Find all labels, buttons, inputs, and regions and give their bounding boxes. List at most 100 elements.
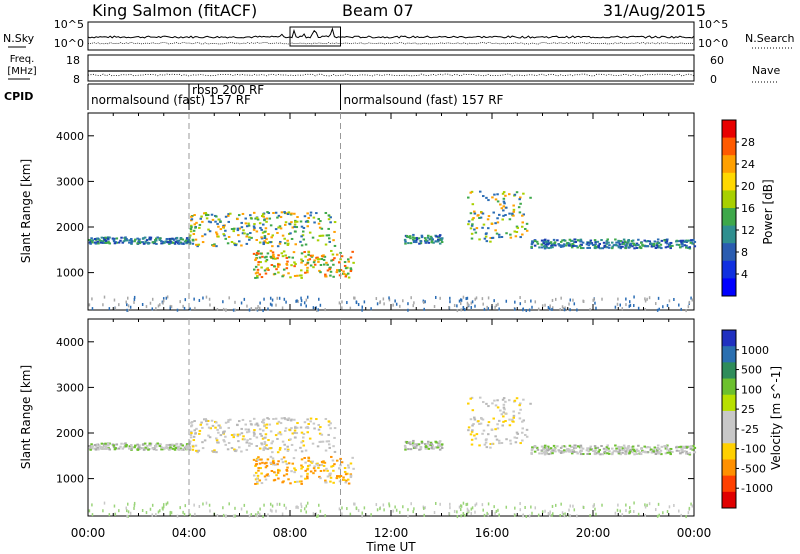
power-data-point — [275, 268, 278, 271]
velocity-data-point — [596, 446, 600, 449]
power-data-point — [627, 238, 630, 241]
power-data-point — [257, 261, 260, 264]
power-data-point — [582, 247, 585, 250]
velocity-data-point — [346, 478, 350, 481]
power-clutter-point — [637, 306, 640, 310]
power-data-point — [195, 221, 198, 224]
velocity-data-point — [545, 447, 549, 450]
power-clutter-point — [259, 301, 261, 305]
power-data-point — [611, 245, 614, 248]
velocity-data-point — [250, 423, 253, 426]
power-clutter-point — [407, 302, 409, 306]
power-data-point — [508, 193, 511, 196]
velocity-data-point — [570, 452, 574, 455]
velocity-data-point — [413, 446, 417, 449]
power-data-point — [158, 237, 161, 240]
velocity-clutter-point — [370, 513, 372, 517]
power-data-point — [511, 212, 514, 215]
power-data-point — [481, 226, 484, 229]
velocity-data-point — [317, 466, 320, 469]
velocity-colorbar-swatch — [722, 410, 736, 428]
power-clutter-point — [151, 307, 154, 311]
velocity-data-point — [338, 467, 341, 470]
power-data-point — [603, 244, 606, 247]
power-clutter-point — [224, 308, 227, 312]
velocity-data-point — [686, 452, 690, 455]
velocity-data-point — [245, 441, 248, 444]
velocity-data-point — [617, 447, 620, 450]
velocity-data-point — [604, 451, 608, 454]
velocity-data-point — [621, 447, 625, 450]
velocity-data-point — [545, 446, 549, 449]
power-data-point — [287, 272, 290, 275]
velocity-data-point — [653, 446, 657, 449]
power-data-point — [658, 246, 661, 249]
power-data-point — [233, 243, 237, 246]
velocity-data-point — [318, 475, 321, 478]
power-data-point — [103, 236, 106, 239]
power-data-point — [264, 241, 267, 244]
power-data-point — [254, 265, 258, 268]
power-data-point — [489, 236, 492, 239]
power-colorbar-swatch — [722, 120, 736, 139]
velocity-data-point — [550, 450, 553, 453]
power-data-point — [349, 270, 353, 273]
power-data-point — [685, 244, 688, 247]
velocity-clutter-point — [176, 514, 179, 518]
power-data-point — [549, 246, 553, 249]
power-data-point — [633, 247, 636, 250]
velocity-data-point — [258, 479, 262, 482]
power-data-point — [179, 237, 183, 240]
velocity-data-point — [194, 432, 197, 435]
power-data-point — [271, 234, 275, 237]
velocity-data-point — [346, 472, 349, 475]
velocity-data-point — [327, 420, 331, 423]
velocity-data-point — [530, 449, 534, 452]
velocity-data-point — [553, 448, 556, 451]
velocity-clutter-point — [159, 509, 161, 513]
power-scatter — [88, 190, 697, 313]
power-data-point — [436, 240, 439, 243]
power-data-point — [292, 251, 296, 254]
power-data-point — [260, 276, 264, 279]
velocity-data-point — [268, 423, 272, 426]
velocity-data-point — [281, 461, 285, 464]
power-data-point — [106, 237, 110, 240]
power-data-point — [312, 261, 316, 264]
power-data-point — [538, 246, 541, 249]
velocity-data-point — [252, 431, 256, 434]
velocity-clutter-point — [498, 513, 500, 517]
power-data-point — [335, 269, 339, 272]
velocity-data-point — [323, 469, 326, 472]
velocity-data-point — [432, 447, 435, 450]
power-data-point — [207, 228, 210, 231]
velocity-colorbar-swatch — [722, 362, 736, 380]
velocity-data-point — [257, 469, 260, 472]
power-clutter-point — [593, 297, 595, 301]
velocity-data-point — [436, 446, 439, 449]
power-data-point — [163, 241, 166, 244]
velocity-data-point — [413, 443, 417, 446]
velocity-data-point — [307, 457, 311, 460]
velocity-data-point — [240, 432, 244, 435]
velocity-y-tick-label: 2000 — [56, 427, 84, 440]
power-data-point — [316, 256, 319, 259]
velocity-data-point — [520, 431, 524, 434]
velocity-clutter-point — [470, 507, 473, 511]
velocity-data-point — [593, 452, 597, 455]
power-data-point — [279, 216, 283, 219]
velocity-data-point — [233, 448, 236, 451]
power-data-point — [313, 221, 316, 224]
power-clutter-point — [240, 301, 243, 305]
power-data-point — [276, 265, 280, 268]
power-data-point — [597, 246, 600, 249]
power-data-point — [219, 228, 223, 231]
velocity-clutter-point — [471, 506, 474, 510]
power-clutter-point — [497, 302, 499, 306]
velocity-data-point — [423, 443, 427, 446]
velocity-clutter-point — [465, 503, 467, 507]
power-data-point — [302, 226, 306, 229]
velocity-data-point — [479, 422, 483, 425]
power-data-point — [403, 238, 407, 241]
power-data-point — [540, 246, 544, 249]
